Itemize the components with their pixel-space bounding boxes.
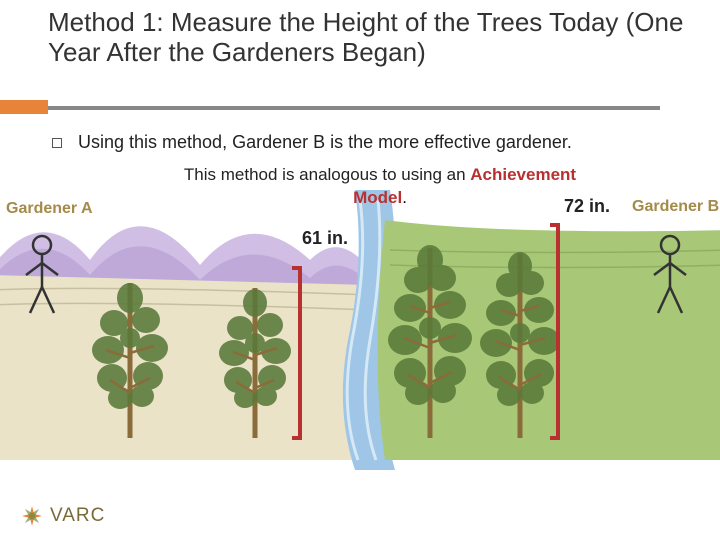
title-underline xyxy=(0,106,660,110)
logo-text: VARC xyxy=(50,505,105,527)
analogous-prefix: This method is analogous to using an xyxy=(184,165,470,184)
bullet-text: Using this method, Gardener B is the mor… xyxy=(78,132,572,153)
model-period: . xyxy=(402,188,407,207)
gardener-b-label: Gardener B xyxy=(632,198,719,216)
model-highlight: Model xyxy=(353,188,402,207)
model-line: Model. xyxy=(130,188,630,208)
analogous-text: This method is analogous to using an Ach… xyxy=(130,165,630,185)
gardener-a-label: Gardener A xyxy=(6,200,93,218)
varc-logo: VARC xyxy=(20,504,105,528)
achievement-highlight: Achievement xyxy=(470,165,576,184)
illustration-scene xyxy=(0,160,720,490)
bullet-icon xyxy=(52,138,62,148)
height-61-label: 61 in. xyxy=(302,228,348,249)
slide-title: Method 1: Measure the Height of the Tree… xyxy=(48,8,688,68)
accent-bar xyxy=(0,100,48,114)
height-72-label: 72 in. xyxy=(564,196,610,217)
logo-icon xyxy=(20,504,44,528)
